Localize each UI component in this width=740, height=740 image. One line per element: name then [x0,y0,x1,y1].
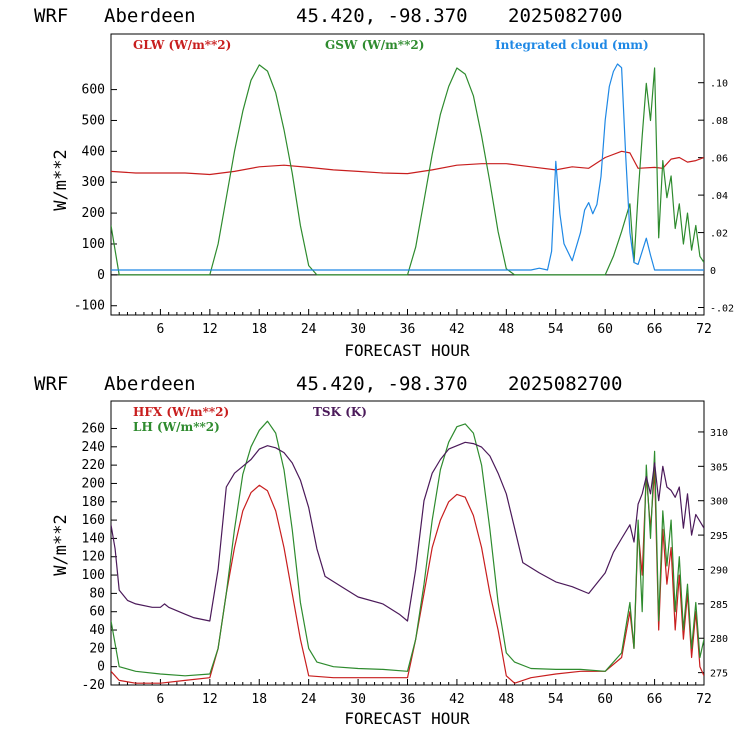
y2-tick-label: .06 [710,154,728,165]
series-tsk-line [111,441,704,622]
y2-tick-label: .10 [710,79,728,90]
x-axis-label: FORECAST HOUR [344,341,470,360]
series-glw-line [111,150,704,176]
y2-tick-label: 275 [710,669,728,680]
x-tick-label: 6 [157,322,165,337]
series-group [111,420,704,684]
series-lh-line [111,420,704,677]
legend-tsk: TSK (K) [313,405,367,419]
x-tick-label: 12 [202,692,218,707]
x-tick-label: 54 [548,692,564,707]
legend-glw: GLW (W/m**2) [133,38,231,52]
x-tick-label: 60 [597,692,613,707]
header-model-2: WRF [34,373,68,395]
x-tick-label: 24 [301,322,317,337]
legend-gsw: GSW (W/m**2) [325,38,424,52]
y-tick-label: 0 [97,660,105,675]
x-tick-label: 18 [251,322,267,337]
x-tick-label: 24 [301,692,317,707]
x-tick-label: 66 [647,692,663,707]
y-tick-label: 200 [82,206,105,221]
series-gsw-line [111,64,704,276]
x-tick-label: 18 [251,692,267,707]
y2-tick-label: 300 [710,497,728,508]
x-tick-label: 54 [548,322,564,337]
legend-lh: LH (W/m**2) [133,420,220,434]
x-tick-label: 36 [400,322,416,337]
y2-tick-label: 0 [710,266,716,277]
x-tick-label: 30 [350,322,366,337]
y-tick-label: 100 [82,568,105,583]
y2-tick-label: .04 [710,191,728,202]
y-tick-label: 600 [82,83,105,98]
x-tick-label: 48 [499,692,515,707]
y2-tick-label: .02 [710,229,728,240]
chart-panel-fluxes: HFX (W/m**2) LH (W/m**2) TSK (K) FORECAS… [51,400,728,728]
x-tick-label: 60 [597,322,613,337]
y-tick-label: 220 [82,458,105,473]
y-tick-label: 500 [82,113,105,128]
x-tick-label: 12 [202,322,218,337]
y-tick-label: 300 [82,175,105,190]
y2-tick-label: 280 [710,634,728,645]
y-tick-label: 0 [97,268,105,283]
y-tick-label: 180 [82,495,105,510]
series-group [111,63,704,276]
x-tick-label: 72 [696,692,712,707]
y-tick-label: 100 [82,237,105,252]
y-tick-label: 140 [82,531,105,546]
header-model: WRF [34,5,68,27]
chart-panel-radiation: GLW (W/m**2) GSW (W/m**2) Integrated clo… [51,33,734,360]
header-init-2: 2025082700 [508,373,622,395]
y-tick-label: -100 [74,299,105,314]
x-tick-label: 42 [449,692,465,707]
legend-cloud: Integrated cloud (mm) [495,38,649,52]
series-hfx-line [111,469,704,684]
y2-tick-label: 290 [710,565,728,576]
y-tick-label: 40 [89,623,105,638]
header-init: 2025082700 [508,5,622,27]
y-tick-label: 240 [82,440,105,455]
y2-tick-label: -.02 [710,304,734,315]
plot-frame [110,400,705,686]
x-tick-label: 36 [400,692,416,707]
y-tick-label: 400 [82,144,105,159]
y-tick-label: 60 [89,605,105,620]
x-tick-label: 48 [499,322,515,337]
y-tick-label: 160 [82,513,105,528]
y-tick-label: 260 [82,421,105,436]
y-axis-label: W/m**2 [51,149,71,210]
y2-tick-label: 310 [710,428,728,439]
y-axis-label: W/m**2 [51,514,71,575]
y2-tick-label: 295 [710,531,728,542]
x-tick-label: 66 [647,322,663,337]
series-cloud-line [111,63,704,271]
x-tick-label: 72 [696,322,712,337]
x-tick-label: 42 [449,322,465,337]
y-tick-label: -20 [82,678,105,693]
header-station: Aberdeen [104,5,196,27]
x-tick-label: 6 [157,692,165,707]
y2-tick-label: 285 [710,600,728,611]
y2-tick-label: 305 [710,462,728,473]
header-coords-2: 45.420, -98.370 [296,373,468,395]
y-tick-label: 200 [82,476,105,491]
header-station-2: Aberdeen [104,373,196,395]
legend-hfx: HFX (W/m**2) [133,405,229,419]
header-coords: 45.420, -98.370 [296,5,468,27]
y2-tick-label: .08 [710,116,728,127]
y-tick-label: 80 [89,586,105,601]
y-tick-label: 20 [89,641,105,656]
x-axis-label: FORECAST HOUR [344,709,470,728]
x-tick-label: 30 [350,692,366,707]
y-tick-label: 120 [82,550,105,565]
